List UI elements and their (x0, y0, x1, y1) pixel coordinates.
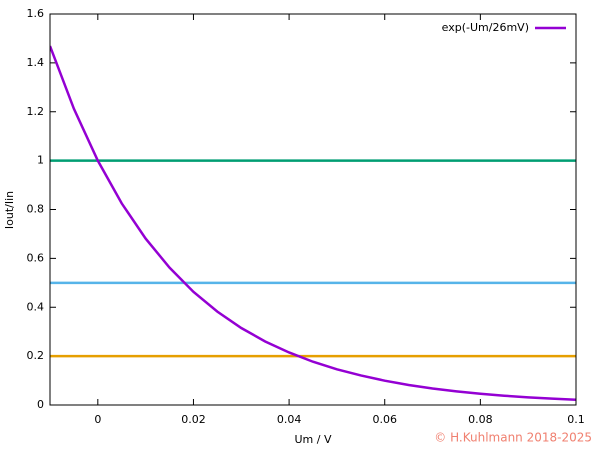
y-tick-label: 0.4 (27, 300, 45, 313)
x-axis-label: Um / V (295, 433, 332, 446)
y-tick-label: 1.6 (27, 7, 45, 20)
x-tick-label: 0.1 (567, 413, 585, 426)
x-tick-label: 0.04 (277, 413, 302, 426)
x-tick-label: 0.06 (372, 413, 397, 426)
y-tick-label: 1.4 (27, 56, 45, 69)
y-axis-label: Iout/Iin (3, 191, 16, 229)
x-tick-label: 0.08 (468, 413, 493, 426)
y-tick-label: 0.2 (27, 349, 45, 362)
legend-label: exp(-Um/26mV) (442, 21, 529, 34)
copyright: © H.Kuhlmann 2018-2025 (434, 431, 592, 445)
y-tick-label: 1.2 (27, 105, 45, 118)
y-tick-label: 0.6 (27, 251, 45, 264)
y-tick-label: 1 (37, 154, 44, 167)
plot-frame (49, 13, 577, 406)
x-tick-label: 0.02 (181, 413, 206, 426)
x-tick-label: 0 (94, 413, 101, 426)
line (50, 45, 576, 402)
y-tick-label: 0.8 (27, 203, 45, 216)
y-tick-label: 0 (37, 398, 44, 411)
